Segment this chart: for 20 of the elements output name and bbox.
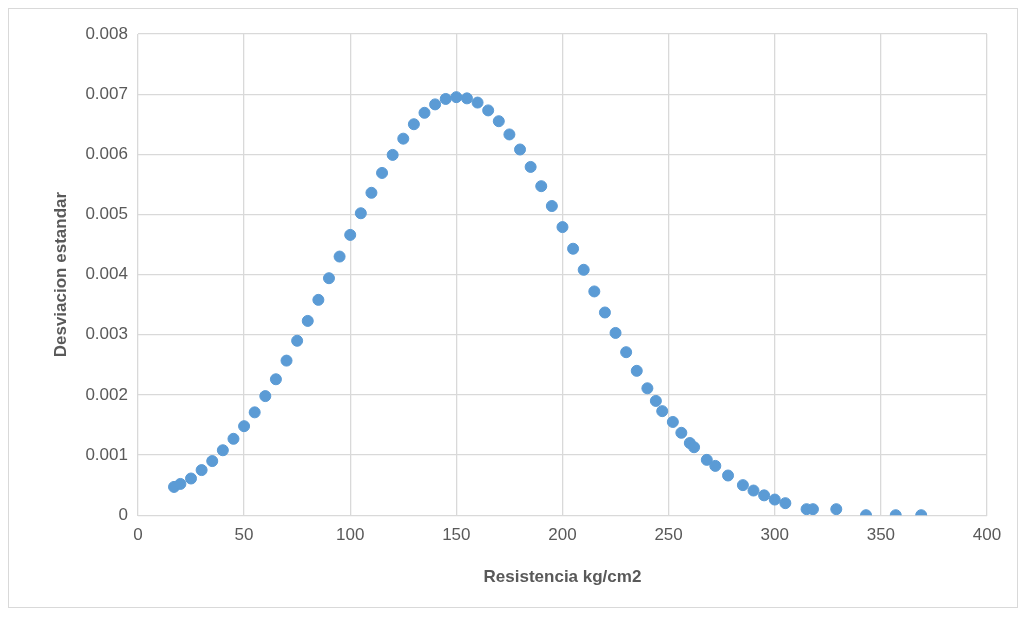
x-tick-label: 50 — [234, 525, 254, 545]
x-tick-label: 150 — [442, 525, 471, 545]
y-tick-label: 0.003 — [85, 324, 128, 344]
x-tick-label: 400 — [972, 525, 1002, 545]
y-tick-label: 0 — [118, 504, 128, 524]
y-axis-title: Desviacion estandar — [50, 191, 70, 358]
x-tick-label: 300 — [760, 525, 789, 545]
y-tick-label: 0.005 — [85, 204, 128, 224]
y-tick-label: 0.007 — [85, 83, 128, 103]
x-tick-label: 0 — [133, 525, 143, 545]
x-axis-title: Resistencia kg/cm2 — [483, 567, 642, 587]
y-tick-label: 0.008 — [85, 23, 128, 43]
y-tick-label: 0.006 — [85, 143, 128, 163]
x-tick-label: 200 — [548, 525, 577, 545]
x-tick-label: 250 — [654, 525, 683, 545]
x-tick-label: 350 — [866, 525, 896, 545]
y-tick-label: 0.002 — [85, 384, 128, 404]
x-tick-label: 100 — [336, 525, 365, 545]
y-tick-label: 0.004 — [85, 264, 128, 284]
y-tick-label: 0.001 — [85, 444, 128, 464]
